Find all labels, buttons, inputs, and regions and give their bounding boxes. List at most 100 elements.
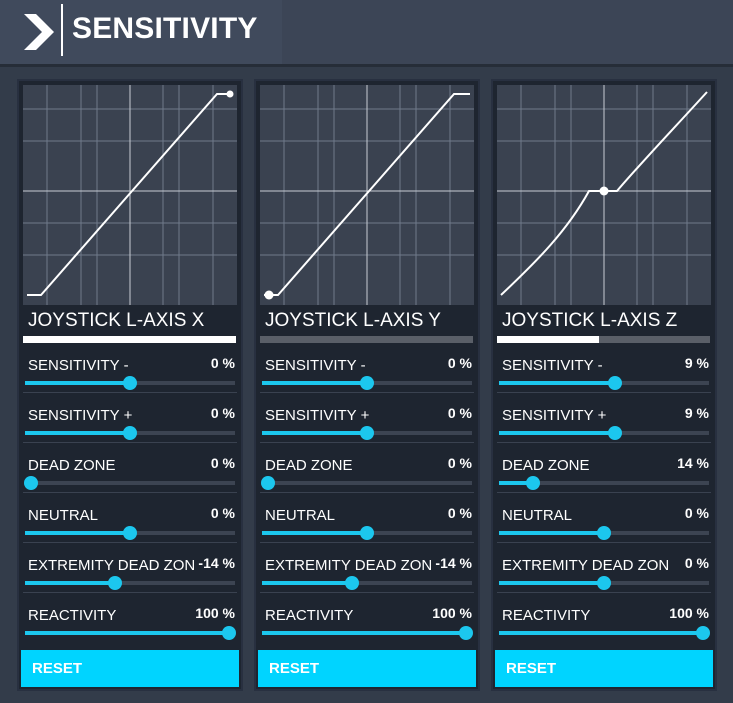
extremity-dead-zone-row: EXTREMITY DEAD ZONE -14 % [23, 549, 237, 593]
header-rule [0, 64, 733, 67]
sensitivity-plus-row: SENSITIVITY + 9 % [497, 399, 711, 443]
sensitivity-minus-row: SENSITIVITY - 9 % [497, 349, 711, 393]
row-divider [23, 592, 237, 593]
slider-fill [25, 431, 130, 435]
slider-thumb[interactable] [525, 476, 540, 490]
slider-thumb[interactable] [108, 576, 123, 590]
setting-label: REACTIVITY [502, 607, 591, 624]
setting-value: 0 % [210, 405, 235, 421]
axis-input-fill [23, 336, 236, 343]
setting-value: 100 % [432, 605, 472, 621]
slider-thumb[interactable] [360, 526, 374, 540]
setting-value: 100 % [669, 605, 709, 621]
curve-marker [264, 290, 274, 300]
slider-fill [262, 381, 367, 385]
row-divider [260, 592, 474, 593]
slider-fill [262, 531, 367, 535]
setting-label: REACTIVITY [265, 607, 354, 624]
neutral-row: NEUTRAL 0 % [23, 499, 237, 543]
reset-button[interactable]: RESET [495, 650, 713, 687]
setting-value: 0 % [684, 505, 709, 521]
curve-marker [226, 90, 234, 98]
chevron-right-icon [24, 14, 54, 50]
axis-panel-x: JOYSTICK L-AXIS X SENSITIVITY - 0 % SENS… [17, 79, 243, 691]
dead-zone-slider[interactable] [499, 476, 709, 490]
neutral-slider[interactable] [499, 526, 709, 540]
setting-value: 14 % [677, 455, 709, 471]
slider-thumb[interactable] [123, 376, 137, 390]
sensitivity-plus-row: SENSITIVITY + 0 % [23, 399, 237, 443]
setting-label: NEUTRAL [502, 507, 573, 524]
slider-fill [499, 431, 615, 435]
reactivity-slider[interactable] [25, 626, 236, 640]
setting-label: SENSITIVITY + [28, 407, 133, 424]
sensitivity-minus-slider[interactable] [25, 376, 235, 390]
slider-fill [499, 631, 709, 635]
slider-fill [262, 631, 472, 635]
setting-value: -14 % [198, 555, 235, 571]
page-title: SENSITIVITY [72, 12, 258, 45]
axis-name: JOYSTICK L-AXIS Y [265, 310, 441, 331]
slider-fill [499, 481, 533, 485]
axis-name: JOYSTICK L-AXIS X [28, 310, 205, 331]
dead-zone-row: DEAD ZONE 0 % [260, 449, 474, 493]
header-bar: SENSITIVITY [0, 0, 733, 64]
slider-thumb[interactable] [607, 426, 622, 440]
setting-value: 0 % [447, 455, 472, 471]
axis-input-bar [260, 336, 473, 343]
slider-thumb[interactable] [360, 376, 374, 390]
reset-button[interactable]: RESET [21, 650, 239, 687]
reactivity-row: REACTIVITY 100 % [260, 599, 474, 643]
slider-thumb[interactable] [695, 626, 710, 640]
sensitivity-plus-slider[interactable] [262, 426, 472, 440]
slider-thumb[interactable] [345, 576, 360, 590]
header-title-panel: SENSITIVITY [0, 0, 282, 64]
slider-thumb[interactable] [221, 626, 236, 640]
setting-value: 0 % [684, 555, 709, 571]
setting-value: 0 % [447, 355, 472, 371]
reactivity-row: REACTIVITY 100 % [497, 599, 711, 643]
sensitivity-plus-slider[interactable] [499, 426, 709, 440]
setting-label: NEUTRAL [265, 507, 336, 524]
slider-fill [25, 631, 235, 635]
row-divider [260, 442, 474, 443]
slider-fill [25, 531, 130, 535]
slider-fill [25, 381, 130, 385]
slider-fill [262, 581, 353, 585]
slider-thumb[interactable] [458, 626, 473, 640]
setting-label: SENSITIVITY - [28, 357, 129, 374]
extremity-dead-zone-row: EXTREMITY DEAD ZONE -14 % [260, 549, 474, 593]
extremity-dead-zone-slider[interactable] [262, 576, 472, 590]
slider-thumb[interactable] [360, 426, 374, 440]
reset-button[interactable]: RESET [258, 650, 476, 687]
neutral-slider[interactable] [262, 526, 472, 540]
sensitivity-plus-slider[interactable] [25, 426, 235, 440]
row-divider [497, 442, 711, 443]
sensitivity-minus-slider[interactable] [499, 376, 709, 390]
setting-label: SENSITIVITY + [265, 407, 370, 424]
slider-thumb[interactable] [24, 476, 39, 490]
slider-thumb[interactable] [123, 426, 137, 440]
neutral-slider[interactable] [25, 526, 235, 540]
row-divider [23, 492, 237, 493]
setting-value: 9 % [684, 355, 709, 371]
dead-zone-slider[interactable] [261, 476, 472, 490]
slider-fill [499, 381, 615, 385]
setting-label: DEAD ZONE [28, 457, 116, 474]
row-divider [23, 542, 237, 543]
setting-value: -14 % [435, 555, 472, 571]
sensitivity-minus-slider[interactable] [262, 376, 472, 390]
reactivity-slider[interactable] [262, 626, 473, 640]
reactivity-slider[interactable] [499, 626, 710, 640]
dead-zone-slider[interactable] [24, 476, 235, 490]
header-divider [61, 4, 63, 56]
extremity-dead-zone-slider[interactable] [499, 576, 709, 590]
slider-thumb[interactable] [597, 576, 611, 590]
curve-svg [23, 85, 237, 305]
extremity-dead-zone-slider[interactable] [25, 576, 235, 590]
slider-thumb[interactable] [597, 526, 611, 540]
slider-thumb[interactable] [261, 476, 276, 490]
slider-thumb[interactable] [123, 526, 137, 540]
setting-value: 100 % [195, 605, 235, 621]
slider-thumb[interactable] [607, 376, 622, 390]
